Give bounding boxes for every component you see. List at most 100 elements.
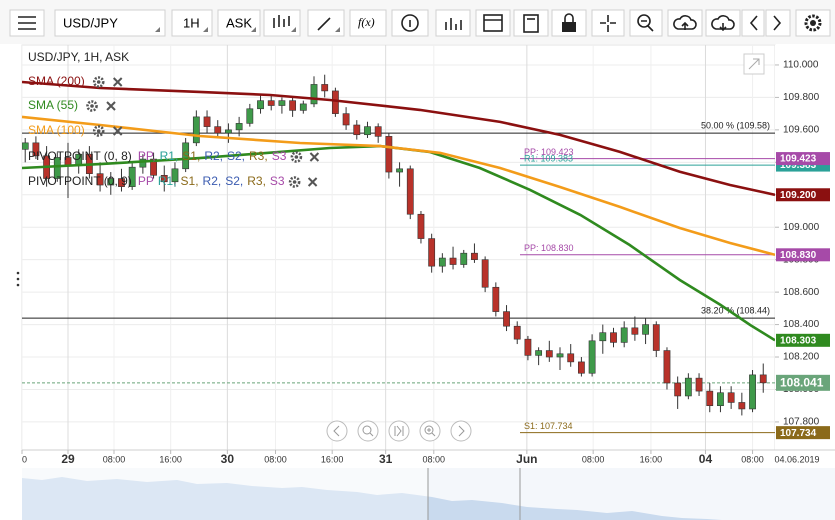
nav-left[interactable]	[326, 420, 348, 442]
gear-hub[interactable]	[96, 129, 101, 133]
legend: USD/JPY, 1H, ASK SMA (200) SMA (55) SMA (10…	[28, 50, 320, 188]
download-button[interactable]	[705, 9, 741, 37]
level-label: 38.20 % (108.44)	[701, 305, 770, 315]
gear[interactable]	[92, 125, 105, 137]
settings-icon[interactable]	[288, 176, 301, 188]
candle-body	[267, 100, 275, 106]
y-tick-label: 109.000	[783, 222, 820, 233]
candle-body	[278, 100, 286, 106]
y-tick-label: 109.800	[783, 92, 820, 103]
gear-hub[interactable]	[294, 155, 299, 159]
settings-icon[interactable]	[92, 125, 105, 137]
crosshair-button[interactable]	[591, 9, 625, 37]
indicator-line: S3	[272, 149, 287, 163]
gear[interactable]	[86, 100, 98, 112]
timeframe-select[interactable]: 1H	[171, 9, 213, 37]
calendar-button[interactable]	[475, 9, 511, 37]
prev-button[interactable]	[741, 9, 765, 37]
nav-right[interactable]	[450, 420, 472, 442]
candle-body	[578, 361, 585, 374]
indicator-line: S3	[270, 174, 285, 188]
chart-type-button[interactable]	[263, 9, 301, 37]
navigator[interactable]	[22, 468, 835, 520]
candle-body	[524, 338, 532, 356]
indicator-line: PP	[138, 174, 154, 188]
nav-zoom-out[interactable]	[357, 420, 379, 442]
price-type-select[interactable]: ASK	[217, 9, 261, 37]
indicators-button[interactable]: f(x)	[349, 9, 387, 37]
remove-icon[interactable]	[106, 101, 116, 111]
settings-icon[interactable]	[86, 100, 98, 112]
price-tag-label: 108.303	[780, 335, 817, 346]
settings-button[interactable]	[795, 9, 831, 37]
level-label: PP: 108.830	[524, 243, 574, 253]
indicator-line: S1,	[181, 174, 199, 188]
nav-reset[interactable]	[388, 420, 410, 442]
candle-body	[128, 166, 136, 187]
indicator-line: S2,	[227, 149, 245, 163]
level-label: 50.00 % (109.58)	[701, 120, 770, 130]
candle-body	[364, 126, 371, 136]
candle-body	[663, 350, 671, 384]
x-tick-label: 04	[699, 452, 713, 466]
remove-icon[interactable]	[307, 177, 318, 187]
sma-line	[22, 115, 775, 257]
gear[interactable]	[288, 176, 301, 188]
price-tag-label: 109.423	[780, 154, 817, 165]
axes: 107.800108.000108.200108.400108.600108.8…	[21, 45, 835, 466]
remove-icon[interactable]	[309, 152, 320, 162]
y-tick-label: 108.600	[783, 287, 820, 298]
legend-entry: SMA (55)	[28, 98, 78, 112]
x-tick-label: 16:00	[321, 454, 344, 464]
draw-button[interactable]	[307, 9, 345, 37]
x-tick-label: Jun	[516, 452, 537, 466]
x-tick-label: 16:00	[640, 454, 663, 464]
indicator-line: S2,	[225, 174, 243, 188]
lock-button[interactable]	[551, 9, 587, 37]
gear[interactable]	[92, 76, 105, 88]
candle-body	[289, 100, 297, 111]
candle-body	[150, 158, 157, 176]
next-button[interactable]	[765, 9, 791, 37]
gear-hub[interactable]	[90, 104, 94, 108]
expand-button[interactable]	[743, 53, 765, 75]
upload-button[interactable]	[667, 9, 703, 37]
calculator-button[interactable]	[513, 9, 549, 37]
candle-body	[481, 259, 489, 288]
toolbar: USD/JPY 1H ASK f(x)	[0, 0, 835, 44]
price-tag-label: 108.830	[780, 250, 817, 261]
x-tick-label: 31	[379, 452, 393, 466]
candle-body	[567, 353, 575, 363]
candle-body	[374, 126, 382, 137]
indicator-line: R2,	[204, 149, 223, 163]
price-tag-label: 109.383	[780, 160, 817, 171]
candle-body	[53, 157, 61, 179]
price-tag	[776, 333, 830, 347]
candle-body	[160, 174, 168, 183]
volume-button[interactable]	[435, 9, 471, 37]
formula: f(x)	[358, 15, 375, 29]
gear-hub[interactable]	[292, 180, 297, 184]
remove-icon[interactable]	[112, 126, 123, 136]
settings-icon[interactable]	[290, 151, 303, 163]
price-tag-label: 107.734	[780, 428, 817, 439]
y-tick-label: 108.400	[783, 319, 820, 330]
nav-zoom-in[interactable]	[419, 420, 441, 442]
gear-hub[interactable]	[96, 80, 101, 84]
zoom-button[interactable]	[629, 9, 663, 37]
gear[interactable]	[290, 151, 303, 163]
x-tick-label: 29	[61, 452, 75, 466]
candle-body	[460, 252, 468, 265]
menu-button[interactable]	[9, 9, 45, 37]
indicator-line: PP,	[138, 149, 156, 163]
symbol-select[interactable]: USD/JPY	[54, 9, 166, 37]
indicator-line: R2,	[203, 174, 222, 188]
candle-body	[717, 392, 724, 407]
candle-body	[588, 340, 596, 374]
side-handle[interactable]	[16, 271, 20, 287]
x-tick-label: 08:00	[423, 454, 446, 464]
candle-body	[449, 257, 457, 265]
remove-icon[interactable]	[112, 77, 123, 87]
settings-icon[interactable]	[92, 76, 105, 88]
info-button[interactable]	[391, 9, 429, 37]
